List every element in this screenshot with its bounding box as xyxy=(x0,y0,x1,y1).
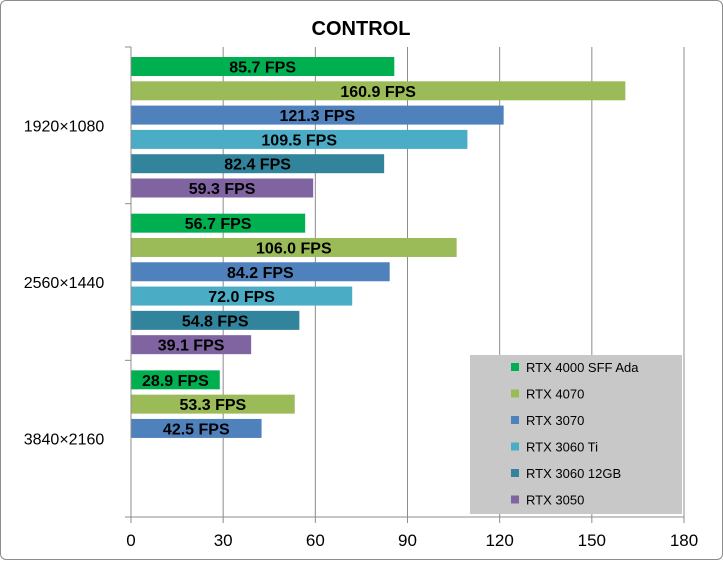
gridlines xyxy=(222,47,685,517)
data-label: 54.8 FPS xyxy=(182,313,249,330)
data-label: 160.9 FPS xyxy=(340,84,416,101)
data-label: 28.9 FPS xyxy=(142,373,209,390)
data-label: 39.1 FPS xyxy=(158,338,225,355)
bar xyxy=(131,286,353,306)
chart-title: CONTROL xyxy=(312,18,411,40)
legend-swatch xyxy=(511,495,519,504)
bar xyxy=(131,310,300,330)
legend-label: RTX 3060 12GB xyxy=(526,466,621,481)
legend-box xyxy=(470,355,682,514)
legend-swatch xyxy=(511,363,519,371)
bar xyxy=(131,213,306,233)
legend-swatch xyxy=(511,389,519,398)
bar xyxy=(131,418,262,438)
bar xyxy=(131,370,220,390)
x-tick-label: 90 xyxy=(398,531,417,550)
x-tick-label: 150 xyxy=(578,531,606,550)
legend-label: RTX 3060 Ti xyxy=(526,440,598,455)
legend-label: RTX 3050 xyxy=(526,493,584,508)
data-label: 59.3 FPS xyxy=(189,181,256,198)
bar xyxy=(131,394,295,414)
category-label: 1920×1080 xyxy=(24,118,105,135)
data-label: 82.4 FPS xyxy=(224,157,291,174)
x-tick-label: 180 xyxy=(670,531,698,550)
bar xyxy=(131,154,385,174)
legend-swatch xyxy=(511,416,519,424)
bar xyxy=(131,335,252,355)
x-tick-label: 60 xyxy=(306,531,325,550)
legend-swatch xyxy=(511,469,519,477)
data-label: 85.7 FPS xyxy=(229,60,296,77)
data-label: 106.0 FPS xyxy=(256,240,332,257)
bar xyxy=(131,57,395,76)
data-label: 84.2 FPS xyxy=(227,265,294,282)
data-label: 56.7 FPS xyxy=(185,216,252,233)
data-label: 72.0 FPS xyxy=(208,289,275,306)
category-label: 2560×1440 xyxy=(24,275,105,292)
legend-label: RTX 4070 xyxy=(526,387,584,402)
x-tick-label: 30 xyxy=(214,531,233,550)
legend-swatch xyxy=(511,442,519,451)
bar xyxy=(131,105,504,125)
bar xyxy=(131,178,314,198)
x-tick-label: 120 xyxy=(485,531,513,550)
bar xyxy=(131,129,468,149)
bars: 85.7 FPS 160.9 FPS 121.3 FPS 109.5 FPS 82.4 … xyxy=(131,57,626,438)
category-label: 3840×2160 xyxy=(24,432,105,449)
axes: 0 30 60 90 120 150 180 1920×1080 2560×1440 3840×2… xyxy=(24,46,698,550)
bar xyxy=(131,262,390,282)
legend-label: RTX 4000 SFF Ada xyxy=(526,360,639,375)
x-tick-label: 0 xyxy=(126,531,135,550)
data-label: 53.3 FPS xyxy=(180,397,247,414)
legend-label: RTX 3070 xyxy=(526,413,584,428)
data-label: 121.3 FPS xyxy=(280,108,356,125)
legend: RTX 4000 SFF Ada RTX 4070 RTX 3070 RTX 3060… xyxy=(470,355,682,514)
data-label: 109.5 FPS xyxy=(261,132,337,149)
bar xyxy=(131,237,457,257)
bar xyxy=(131,81,626,101)
data-label: 42.5 FPS xyxy=(163,421,230,438)
